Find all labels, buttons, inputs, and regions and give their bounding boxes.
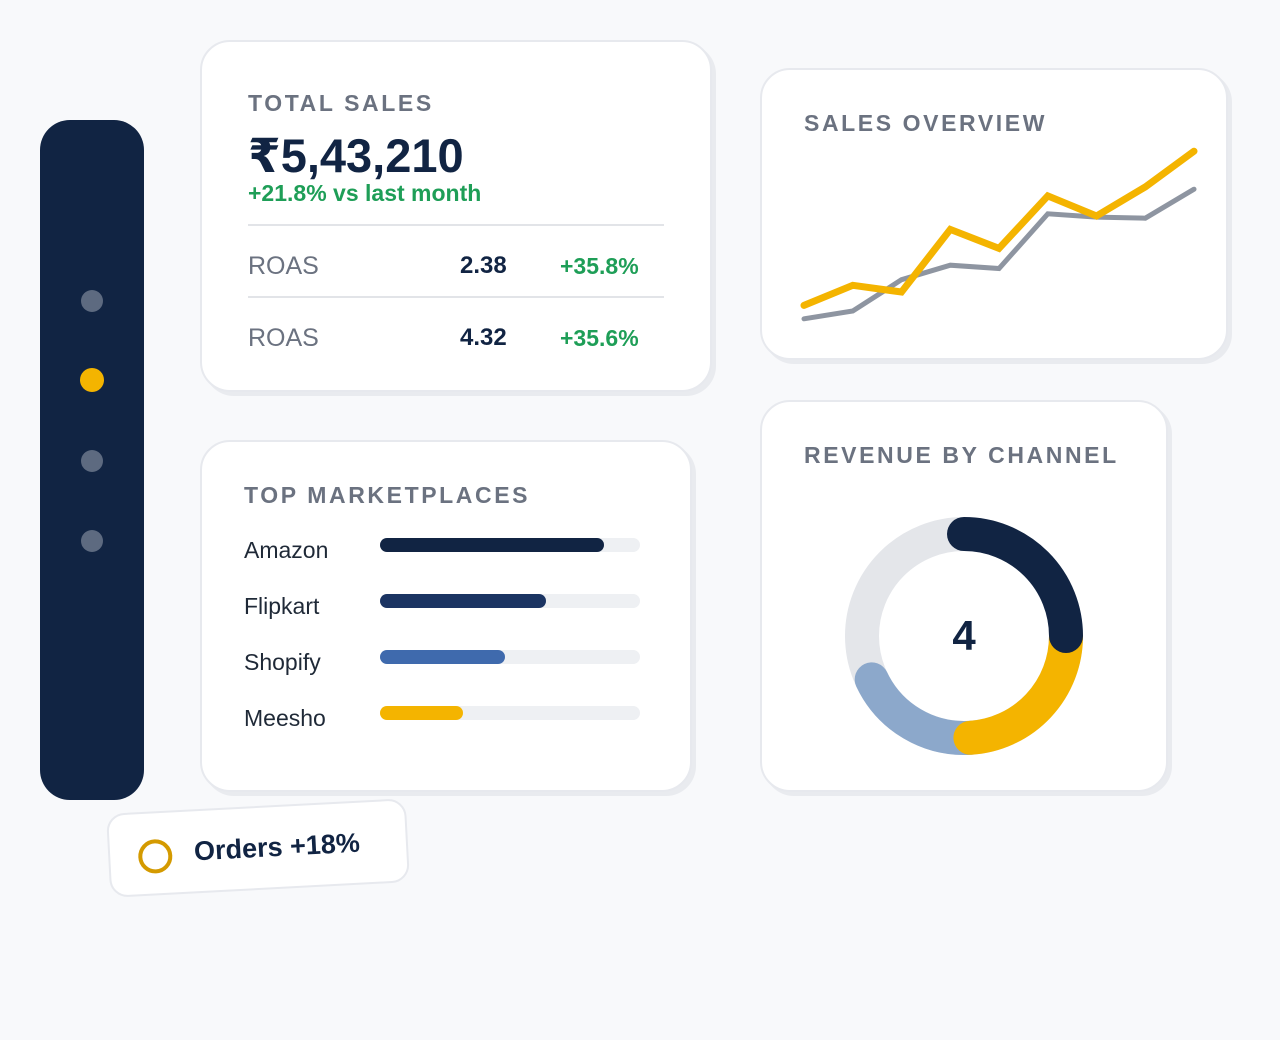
metric-delta: +35.6% xyxy=(560,325,639,351)
orders-badge: Orders +18% xyxy=(106,798,410,898)
marketplace-label: Flipkart xyxy=(244,593,320,619)
total-sales-delta: +21.8% vs last month xyxy=(248,180,482,206)
top-marketplaces-card: TOP MARKETPLACES Amazon Flipkart Shopify… xyxy=(200,440,692,792)
series-line-1 xyxy=(800,147,1198,309)
marketplace-bar-track xyxy=(380,650,640,664)
revenue-donut-chart xyxy=(845,517,1083,755)
sidebar-dot-4[interactable] xyxy=(81,530,103,552)
marketplace-bar-fill xyxy=(380,538,604,552)
marketplace-bar-fill xyxy=(380,594,547,608)
donut-slice-3 xyxy=(854,662,988,755)
sidebar-dot-2-active[interactable] xyxy=(80,368,104,392)
marketplace-label: Amazon xyxy=(244,537,329,563)
marketplace-bar-track xyxy=(380,706,640,720)
marketplace-label: Shopify xyxy=(244,649,321,675)
marketplace-label: Meesho xyxy=(244,705,326,731)
donut-slice-2 xyxy=(953,619,1083,755)
sidebar xyxy=(40,120,144,800)
metric-value: 4.32 xyxy=(460,324,507,351)
sales-overview-card: SALES OVERVIEW xyxy=(760,68,1228,360)
divider xyxy=(248,296,664,298)
revenue-by-channel-title: REVENUE BY CHANNEL xyxy=(804,442,1119,468)
divider xyxy=(248,224,664,226)
top-marketplaces-title: TOP MARKETPLACES xyxy=(244,482,531,508)
revenue-by-channel-card: REVENUE BY CHANNEL 4 xyxy=(760,400,1168,792)
sidebar-dot-3[interactable] xyxy=(81,450,103,472)
sales-overview-chart xyxy=(800,147,1198,322)
metric-value: 2.38 xyxy=(460,252,507,279)
total-sales-title: TOTAL SALES xyxy=(248,90,434,116)
series-line-2 xyxy=(801,186,1197,322)
sidebar-dot-1[interactable] xyxy=(81,290,103,312)
metric-label: ROAS xyxy=(248,324,319,352)
ring-icon xyxy=(137,838,174,875)
orders-badge-text: Orders +18% xyxy=(193,827,361,867)
sales-overview-title: SALES OVERVIEW xyxy=(804,110,1048,136)
marketplace-bar-fill xyxy=(380,650,505,664)
metric-delta: +35.8% xyxy=(560,253,639,279)
marketplace-bar-track xyxy=(380,594,640,608)
marketplace-bar-track xyxy=(380,538,640,552)
total-sales-card: TOTAL SALES ₹5,43,210 +21.8% vs last mon… xyxy=(200,40,712,392)
donut-center-value: 4 xyxy=(952,612,976,659)
donut-slice-1 xyxy=(947,517,1083,653)
total-sales-amount: ₹5,43,210 xyxy=(248,129,464,182)
metric-label: ROAS xyxy=(248,252,319,280)
marketplace-bar-fill xyxy=(380,706,464,720)
